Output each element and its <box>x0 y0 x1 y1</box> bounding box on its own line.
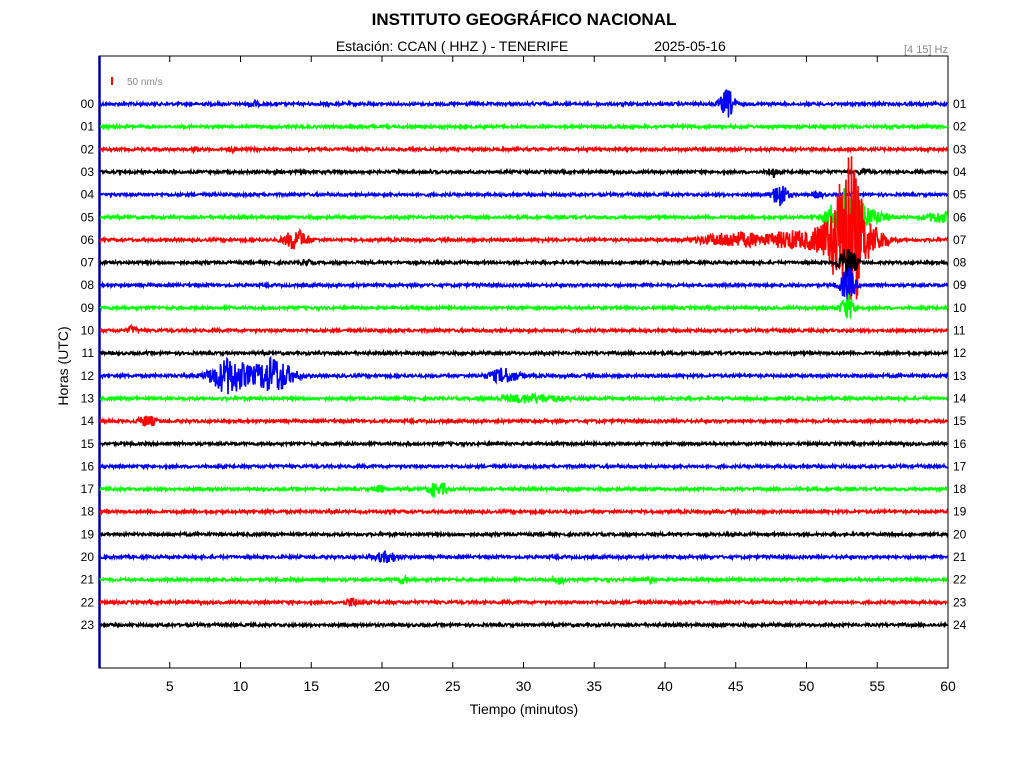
trace-hour-22 <box>99 596 949 608</box>
hour-label-left: 17 <box>81 482 95 496</box>
y-axis-label: Horas (UTC) <box>55 326 71 405</box>
hour-label-right: 11 <box>953 324 966 338</box>
hour-label-right: 02 <box>953 120 967 134</box>
trace-hour-17 <box>99 482 949 500</box>
hour-label-left: 02 <box>81 142 95 156</box>
trace-hour-18 <box>99 507 949 517</box>
hour-label-left: 00 <box>81 97 95 111</box>
trace-hour-04 <box>99 185 949 207</box>
hour-label-left: 18 <box>81 505 95 519</box>
hour-label-right: 12 <box>953 346 967 360</box>
hour-label-left: 23 <box>81 618 95 632</box>
x-tick-label: 50 <box>799 678 815 694</box>
hour-label-left: 13 <box>81 391 95 405</box>
date-label: 2025-05-16 <box>654 38 726 54</box>
left-hour-labels: 00 01 02 03 04 05 06 07 08 09 10 11 12 13 14 15 16 17 18 19… <box>81 97 95 632</box>
trace-hour-23 <box>99 620 948 630</box>
station-label: Estación: CCAN ( HHZ ) - TENERIFE <box>336 38 568 54</box>
x-tick-label: 40 <box>657 678 673 694</box>
trace-hour-12 <box>99 355 949 395</box>
trace-hour-15 <box>99 439 948 449</box>
x-tick-label: 30 <box>516 678 532 694</box>
hour-label-right: 16 <box>953 437 967 451</box>
trace-hour-08 <box>99 267 949 302</box>
trace-group <box>99 89 949 630</box>
hour-label-right: 08 <box>953 256 967 270</box>
hour-label-left: 14 <box>81 414 95 428</box>
hour-label-left: 19 <box>81 527 95 541</box>
scale-bar <box>111 77 113 85</box>
hour-label-left: 21 <box>81 573 95 587</box>
hour-label-left: 11 <box>82 346 95 360</box>
hour-label-right: 24 <box>953 618 967 632</box>
hour-label-right: 10 <box>953 301 967 315</box>
hour-label-left: 22 <box>81 595 95 609</box>
hour-label-right: 22 <box>953 573 967 587</box>
hour-label-right: 14 <box>953 391 967 405</box>
hour-label-right: 23 <box>953 595 967 609</box>
trace-hour-00 <box>99 89 949 118</box>
x-axis-ticks: 5 10 15 20 25 30 35 40 45 50 55 60 <box>166 56 956 694</box>
trace-hour-19 <box>99 529 949 539</box>
trace-hour-06 <box>99 156 949 300</box>
hour-label-left: 15 <box>81 437 95 451</box>
hour-label-left: 07 <box>81 256 95 270</box>
x-tick-label: 35 <box>586 678 602 694</box>
x-tick-label: 5 <box>166 678 174 694</box>
hour-label-right: 01 <box>953 97 967 111</box>
chart-title: INSTITUTO GEOGRÁFICO NACIONAL <box>372 10 677 29</box>
hour-label-left: 16 <box>81 459 95 473</box>
right-hour-labels: 01 02 03 04 05 06 07 08 09 10 11 12 13 14 15 16 17 18 19 20… <box>953 97 967 632</box>
hour-label-left: 12 <box>81 369 95 383</box>
hour-label-right: 05 <box>953 188 967 202</box>
trace-hour-20 <box>99 550 949 564</box>
hour-label-left: 04 <box>81 188 95 202</box>
hour-label-right: 20 <box>953 527 967 541</box>
hour-label-right: 07 <box>953 233 967 247</box>
hour-label-right: 15 <box>953 414 967 428</box>
trace-hour-11 <box>99 348 949 358</box>
x-tick-label: 15 <box>303 678 319 694</box>
trace-hour-05 <box>99 188 949 251</box>
hour-label-left: 03 <box>81 165 95 179</box>
trace-hour-03 <box>99 167 949 178</box>
trace-hour-07 <box>99 249 949 277</box>
x-tick-label: 25 <box>445 678 461 694</box>
trace-hour-14 <box>99 415 948 427</box>
x-tick-label: 20 <box>374 678 390 694</box>
hour-label-left: 05 <box>81 210 95 224</box>
scale-label: 50 nm/s <box>127 77 163 88</box>
plot-frame <box>98 55 949 669</box>
x-tick-label: 45 <box>728 678 744 694</box>
hour-label-right: 17 <box>953 459 967 473</box>
hour-label-right: 06 <box>953 210 967 224</box>
x-tick-label: 60 <box>940 678 956 694</box>
hour-label-right: 19 <box>953 505 967 519</box>
hour-label-right: 09 <box>953 278 967 292</box>
trace-hour-10 <box>99 323 949 335</box>
hour-label-right: 03 <box>953 142 967 156</box>
trace-hour-21 <box>99 573 949 586</box>
hour-label-left: 09 <box>81 301 95 315</box>
x-tick-label: 10 <box>233 678 249 694</box>
hour-label-right: 18 <box>953 482 967 496</box>
trace-hour-13 <box>99 391 948 404</box>
hour-label-left: 10 <box>81 324 95 338</box>
hour-label-right: 13 <box>953 369 967 383</box>
x-axis-label: Tiempo (minutos) <box>470 701 578 717</box>
hour-label-left: 06 <box>81 233 95 247</box>
hour-label-left: 08 <box>81 278 95 292</box>
x-tick-label: 55 <box>869 678 885 694</box>
trace-hour-16 <box>99 462 948 471</box>
hour-label-right: 21 <box>953 550 967 564</box>
filter-band-label: [4 15] Hz <box>904 44 948 56</box>
trace-hour-01 <box>100 122 949 132</box>
trace-hour-02 <box>99 144 949 155</box>
hour-label-left: 01 <box>81 120 95 134</box>
hour-label-right: 04 <box>953 165 967 179</box>
hour-label-left: 20 <box>81 550 95 564</box>
trace-hour-09 <box>99 292 949 319</box>
